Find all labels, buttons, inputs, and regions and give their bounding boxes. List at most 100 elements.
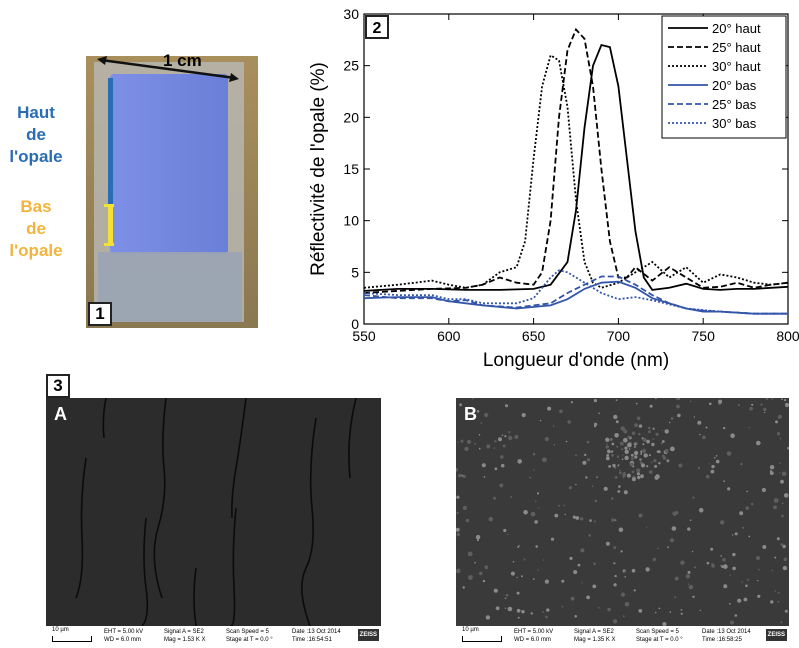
y-axis-label: Réflectivité de l'opale (%) (308, 62, 329, 276)
sem-particle (742, 526, 745, 529)
sem-particle (634, 423, 638, 428)
sem-particle (535, 500, 537, 503)
sem-particle (779, 437, 782, 440)
sem-particle (617, 490, 621, 493)
sem-particle (623, 437, 628, 443)
sem-particle (668, 421, 671, 424)
sem-particle (741, 581, 744, 583)
sem-particle (608, 465, 611, 468)
sem-particle (580, 548, 585, 553)
sem-particle (664, 449, 669, 453)
sem-particle (478, 447, 481, 450)
sem-particle (748, 426, 751, 429)
sem-particle (777, 600, 780, 603)
sem-particle (756, 440, 761, 446)
sem-particle (483, 476, 486, 478)
sem-particle (612, 463, 616, 468)
sem-particle (606, 443, 608, 445)
sem-particle (743, 597, 748, 602)
sem-particle (622, 474, 626, 478)
zeiss-logo: ZEISS (765, 629, 787, 641)
sem-particle (771, 398, 774, 400)
sem-particle (612, 619, 618, 624)
sem-particle (498, 437, 502, 442)
sem-particle (734, 614, 738, 617)
sem-particle (720, 565, 722, 567)
sem-particle (757, 594, 761, 598)
sem-particle (705, 474, 710, 479)
sem-particle (773, 505, 777, 510)
sem-letter-b: B (464, 404, 477, 424)
sem-particle (640, 474, 644, 479)
sem-particle (641, 448, 647, 453)
sem-particle (652, 427, 655, 430)
sem-particle (466, 439, 472, 444)
sem-particle (544, 437, 549, 442)
scale-arrow (97, 56, 239, 82)
sem-particle (676, 404, 680, 409)
sem-particle (664, 429, 669, 434)
sem-particle (727, 487, 731, 491)
series-line-2 (363, 53, 789, 289)
sem-particle (456, 467, 459, 472)
sem-particle (655, 398, 657, 400)
sem-particle (586, 458, 591, 462)
sem-particle (458, 473, 462, 478)
sem-particle (784, 609, 788, 613)
sem-particle (787, 446, 789, 450)
sem-particle (631, 431, 636, 435)
sem-particle (517, 616, 520, 619)
sem-particle (654, 475, 659, 480)
sem-particle (774, 556, 777, 559)
sem-particle (618, 485, 621, 488)
sem-particle (613, 583, 617, 587)
sem-particle (544, 579, 549, 584)
opal-bottom-region (98, 252, 242, 322)
y-tick-label: 10 (343, 213, 359, 229)
sem-particle (661, 429, 663, 432)
sem-particle (545, 615, 548, 619)
sem-particle (640, 463, 646, 468)
sem-particle (769, 470, 773, 473)
sem-particle (658, 607, 661, 610)
sem-particle (662, 622, 667, 627)
sem-particle (476, 410, 480, 413)
sem-particle (464, 446, 469, 452)
bottom-marker-bar (108, 204, 113, 246)
sem-particle (475, 534, 481, 540)
sem-particle (784, 402, 789, 408)
sem-particle (596, 476, 598, 478)
sem-particle (580, 517, 584, 521)
sem-particle (514, 434, 519, 439)
sem-particle (613, 562, 616, 565)
y-tick-label: 25 (343, 58, 359, 74)
photo-panel (86, 56, 258, 328)
sem-particle (715, 459, 720, 464)
sem-particle (774, 590, 777, 592)
x-tick-label: 750 (692, 328, 716, 344)
legend-box (661, 15, 787, 139)
sem-particle (561, 605, 564, 608)
sem-particle (478, 571, 483, 576)
sem-particle (485, 615, 491, 620)
sem-particle (777, 432, 781, 436)
sem-particle (769, 465, 775, 470)
sem-particle (782, 565, 788, 571)
sem-particle (565, 440, 568, 443)
sem-particle (535, 545, 538, 548)
sem-particle (722, 558, 726, 562)
sem-particle (582, 460, 587, 465)
sem-particle (586, 595, 590, 600)
sem-particle (773, 498, 779, 503)
y-tick-label: 20 (343, 109, 359, 125)
sem-particle (718, 399, 723, 404)
sem-particle (628, 448, 631, 450)
sem-particle (506, 533, 509, 536)
sem-particle (532, 578, 535, 580)
top-label: Haut de l'opale (9, 103, 63, 166)
sem-particle (667, 546, 669, 549)
sem-particle (594, 499, 598, 503)
sem-particle (613, 546, 617, 550)
reflectivity-chart: 550 600 650 700 750 800 0 5 10 15 20 25 30 Longueur d… (308, 6, 799, 371)
sem-particle (633, 443, 637, 446)
